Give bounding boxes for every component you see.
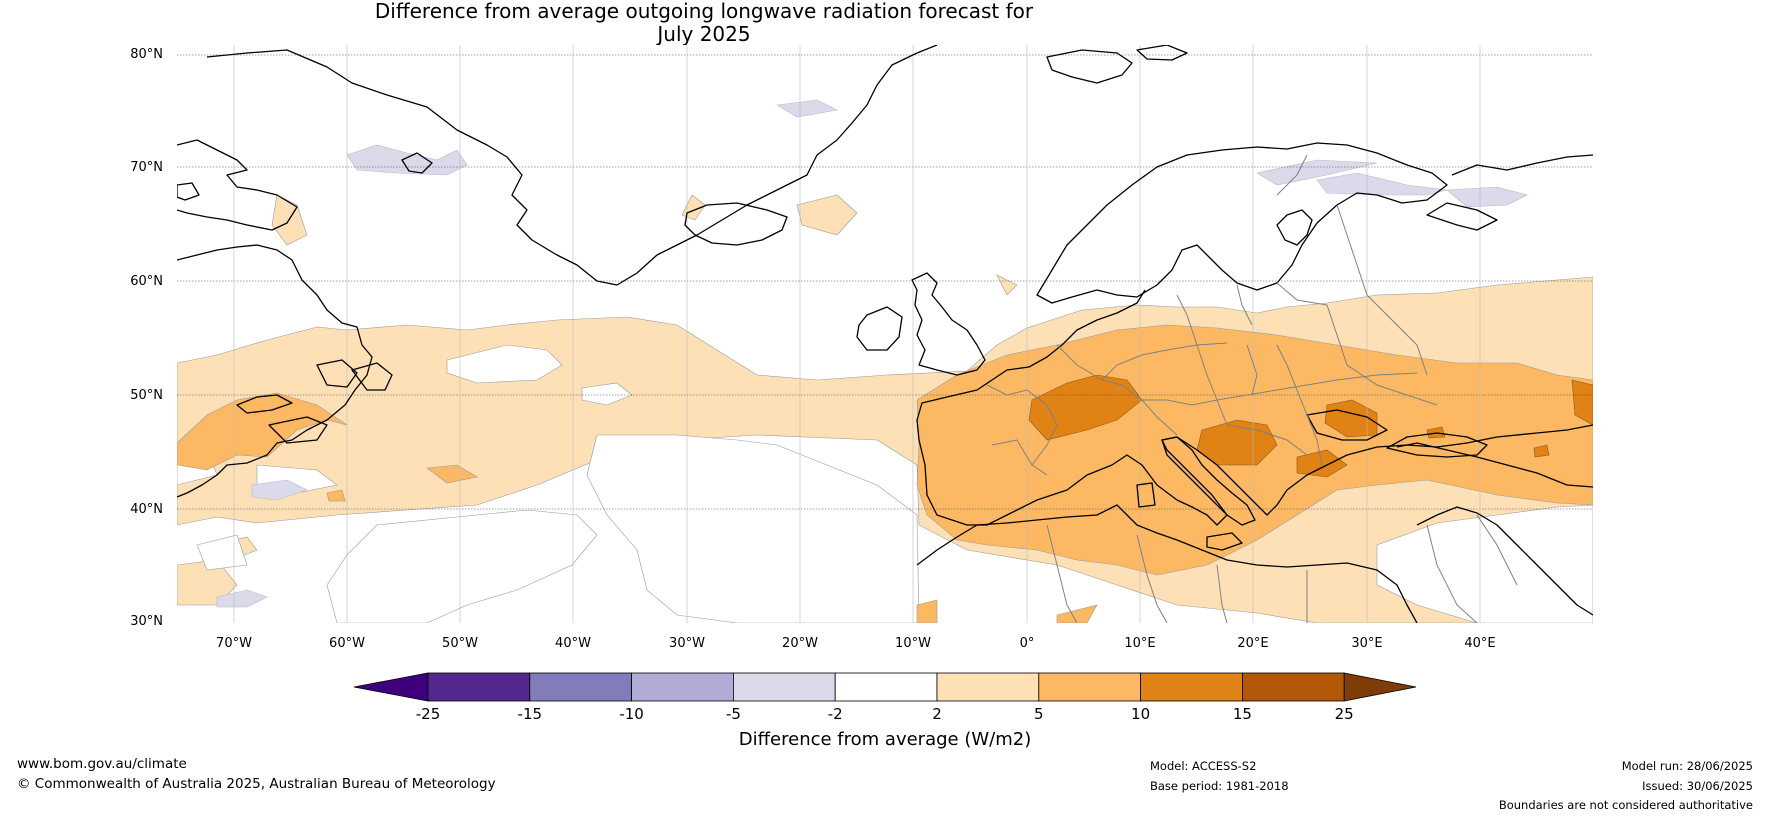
colorbar-swatch bbox=[732, 672, 836, 702]
issued-date: Issued: 30/06/2025 bbox=[1642, 778, 1753, 793]
north-africa-coast bbox=[916, 504, 1418, 623]
colorbar-tick: -2 bbox=[828, 705, 843, 723]
colorbar-ticks: -25 -15 -10 -5 -2 2 5 10 15 25 bbox=[416, 705, 1354, 723]
colorbar-swatch bbox=[427, 672, 531, 702]
europe-coast bbox=[916, 289, 1593, 526]
lon-label-40w: 40°W bbox=[555, 636, 591, 651]
colorbar-swatch bbox=[936, 672, 1040, 702]
colorbar-label: Difference from average (W/m2) bbox=[739, 729, 1031, 750]
colorbar-tick: -15 bbox=[518, 705, 543, 723]
title-line-1: Difference from average outgoing longwav… bbox=[374, 0, 1034, 23]
colorbar-svg: -25 -15 -10 -5 -2 2 5 10 15 25 Differenc… bbox=[353, 672, 1417, 750]
lon-label-20w: 20°W bbox=[782, 636, 818, 651]
lon-label-10w: 10°W bbox=[895, 636, 931, 651]
map-title: Difference from average outgoing longwav… bbox=[0, 0, 1408, 46]
lon-label-60w: 60°W bbox=[329, 636, 365, 651]
boundaries-disclaimer: Boundaries are not considered authoritat… bbox=[1498, 798, 1753, 812]
scandinavia-coast bbox=[1036, 142, 1448, 304]
colorbar-tick: 15 bbox=[1233, 705, 1252, 723]
footer-dates: Model run: 28/06/2025 Issued: 30/06/2025… bbox=[1499, 757, 1753, 816]
lat-label-40n: 40°N bbox=[130, 502, 163, 517]
neutral-holes bbox=[177, 344, 1593, 623]
colorbar-tick: -5 bbox=[726, 705, 741, 723]
greenland-coast bbox=[206, 45, 938, 286]
colorbar-tick: 25 bbox=[1335, 705, 1354, 723]
colorbar-swatch bbox=[1242, 672, 1345, 702]
copyright-text: © Commonwealth of Australia 2025, Austra… bbox=[17, 776, 496, 792]
lat-label-60n: 60°N bbox=[130, 274, 163, 289]
longitude-axis: 70°W 60°W 50°W 40°W 30°W 20°W 10°W 0° 10… bbox=[177, 636, 1593, 654]
colorbar-tick: 5 bbox=[1034, 705, 1044, 723]
lon-label-20e: 20°E bbox=[1237, 636, 1269, 651]
labrador-coast bbox=[177, 244, 373, 498]
footer-left: www.bom.gov.au/climate © Commonwealth of… bbox=[17, 754, 496, 794]
lon-label-50w: 50°W bbox=[442, 636, 478, 651]
colorbar-swatch bbox=[1140, 672, 1243, 702]
britain-coast bbox=[911, 272, 986, 376]
lon-label-0: 0° bbox=[1019, 636, 1035, 651]
forecast-map: 80°N bbox=[130, 45, 1593, 623]
colorbar-tick: -10 bbox=[619, 705, 644, 723]
colorbar-tick: 2 bbox=[932, 705, 942, 723]
lat-label-50n: 50°N bbox=[130, 388, 163, 403]
colorbar-tick: 10 bbox=[1131, 705, 1150, 723]
colorbar-swatch bbox=[529, 672, 633, 702]
lat-label-30n: 30°N bbox=[130, 614, 163, 629]
colorbar: -25 -15 -10 -5 -2 2 5 10 15 25 Differenc… bbox=[350, 672, 1420, 750]
colorbar-tick: -25 bbox=[416, 705, 441, 723]
colorbar-extend-low bbox=[353, 672, 429, 702]
footer-model-info: Model: ACCESS-S2 Base period: 1981-2018 bbox=[1150, 757, 1289, 796]
lat-label-80n: 80°N bbox=[130, 47, 163, 62]
model-run-date: Model run: 28/06/2025 bbox=[1621, 759, 1753, 773]
website-link[interactable]: www.bom.gov.au/climate bbox=[17, 756, 187, 772]
coastlines bbox=[177, 45, 1593, 623]
model-name: Model: ACCESS-S2 bbox=[1150, 759, 1257, 773]
colorbar-swatch bbox=[1038, 672, 1141, 702]
svalbard-coast bbox=[1046, 49, 1133, 84]
colorbar-swatch bbox=[834, 672, 938, 702]
iceland-coast bbox=[684, 202, 788, 246]
country-borders bbox=[986, 154, 1518, 623]
graticule bbox=[177, 45, 1593, 623]
lon-label-70w: 70°W bbox=[216, 636, 252, 651]
lat-label-70n: 70°N bbox=[130, 160, 163, 175]
title-line-2: July 2025 bbox=[657, 22, 751, 46]
lon-label-30e: 30°E bbox=[1351, 636, 1383, 651]
baffin-coast bbox=[177, 139, 298, 231]
lon-label-40e: 40°E bbox=[1464, 636, 1496, 651]
anomaly-minus5-to-minus2-shading bbox=[216, 99, 1528, 608]
colorbar-extend-high bbox=[1343, 672, 1417, 702]
base-period: Base period: 1981-2018 bbox=[1150, 778, 1289, 793]
colorbar-swatch bbox=[631, 672, 734, 702]
map-svg: 80°N bbox=[130, 45, 1593, 623]
lon-label-30w: 30°W bbox=[669, 636, 705, 651]
ireland-coast bbox=[856, 306, 903, 351]
lon-label-10e: 10°E bbox=[1124, 636, 1156, 651]
